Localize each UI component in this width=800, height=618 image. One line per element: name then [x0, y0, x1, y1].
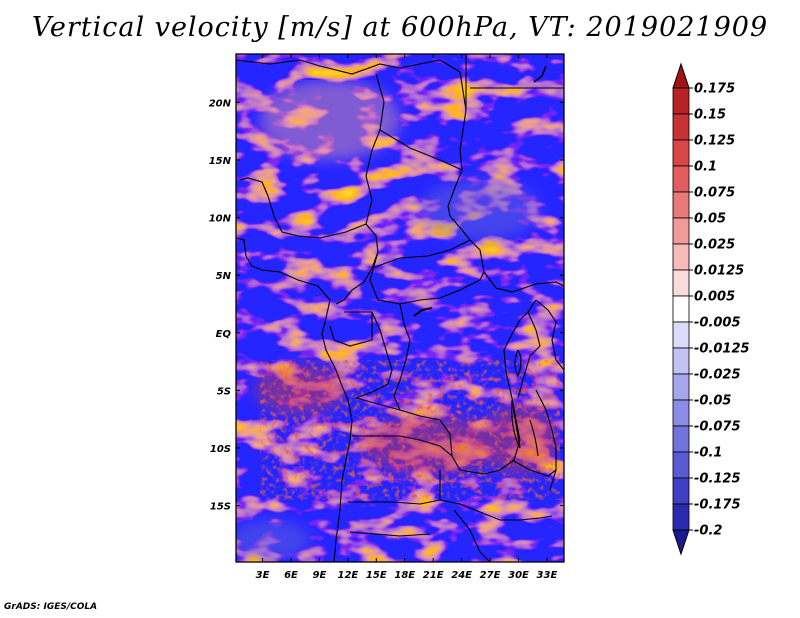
colorbar-bin — [672, 113, 690, 141]
x-tick-label: 27E — [480, 570, 501, 581]
x-tick-label: 15E — [366, 570, 387, 581]
y-tick-label: 15S — [210, 502, 231, 513]
colorbar-label: -0.125 — [694, 472, 741, 487]
colorbar-label: 0.0125 — [694, 264, 744, 279]
y-tick-label: 5N — [216, 271, 232, 282]
colorbar-label: -0.025 — [694, 368, 741, 383]
x-tick-label: 9E — [313, 570, 327, 581]
colorbar-label: 0.125 — [694, 134, 735, 149]
colorbar-label: -0.075 — [694, 420, 741, 435]
x-tick-label: 21E — [423, 570, 444, 581]
x-tick-label: 30E — [508, 570, 529, 581]
x-tick-label: 3E — [256, 570, 270, 581]
x-tick-label: 18E — [394, 570, 415, 581]
x-tick-label: 6E — [284, 570, 298, 581]
x-tick-label: 33E — [537, 570, 558, 581]
colorbar-bin — [672, 503, 690, 531]
y-tick-label: 10S — [210, 444, 231, 455]
plot-frame — [235, 53, 565, 563]
colorbar: 0.175 0.15 0.125 0.1 0.075 0.05 0.025 0.0125 0.0… — [672, 62, 750, 556]
colorbar-bin — [672, 295, 690, 323]
colorbar-label: 0.175 — [694, 82, 735, 97]
colorbar-label: -0.2 — [694, 524, 722, 539]
colorbar-label: 0.075 — [694, 186, 735, 201]
x-axis: 3E 6E 9E 12E 15E 18E 21E 24E 27E 30E 33E — [256, 54, 558, 581]
colorbar-label: -0.175 — [694, 498, 741, 513]
colorbar-bin — [672, 139, 690, 167]
x-tick-label: 24E — [451, 570, 472, 581]
colorbar-bin — [672, 451, 690, 479]
colorbar-label: 0.025 — [694, 238, 735, 253]
colorbar-bin — [672, 347, 690, 375]
y-tick-label: 10N — [209, 214, 232, 225]
colorbar-bin — [672, 373, 690, 401]
y-tick-label: 20N — [209, 98, 232, 109]
colorbar-label: -0.1 — [694, 446, 722, 461]
country-borders — [236, 54, 564, 562]
colorbar-bin — [672, 165, 690, 193]
y-tick-label: 5S — [217, 386, 231, 397]
colorbar-label: 0.05 — [694, 212, 726, 227]
y-axis: 20N 15N 10N 5N EQ 5S 10S 15S — [209, 98, 564, 513]
colorbar-bin — [672, 477, 690, 505]
colorbar-bin — [672, 87, 690, 115]
colorbar-label: -0.005 — [694, 316, 741, 331]
colorbar-bin — [672, 217, 690, 245]
colorbar-label: -0.0125 — [694, 342, 750, 357]
colorbar-label: 0.005 — [694, 290, 735, 305]
colorbar-label: 0.1 — [694, 160, 717, 175]
colorbar-top-arrow — [672, 62, 690, 89]
colorbar-bin — [672, 321, 690, 349]
colorbar-bin — [672, 425, 690, 453]
page-title: Vertical velocity [m/s] at 600hPa, VT: 2… — [31, 12, 769, 43]
x-tick-label: 12E — [337, 570, 358, 581]
colorbar-bottom-arrow — [672, 529, 690, 556]
y-tick-label: EQ — [216, 329, 232, 340]
grads-credit: GrADS: IGES/COLA — [4, 602, 98, 612]
colorbar-label: 0.15 — [694, 108, 726, 123]
colorbar-bin — [672, 269, 690, 297]
y-tick-label: 15N — [209, 156, 232, 167]
colorbar-label: -0.05 — [694, 394, 731, 409]
vertical-velocity-field — [236, 54, 564, 562]
colorbar-bin — [672, 399, 690, 427]
colorbar-bin — [672, 191, 690, 219]
colorbar-bin — [672, 243, 690, 271]
